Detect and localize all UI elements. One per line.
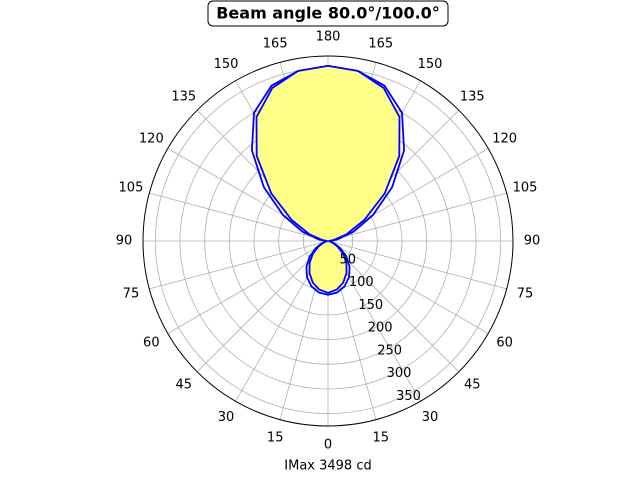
grid-spoke [327,192,507,242]
grid-spoke [327,240,507,290]
angle-tick-label: 45 [175,378,192,393]
radial-tick-label: 350 [396,389,421,404]
angle-tick-label: 0 [324,438,332,453]
grid-spoke [167,240,329,334]
angle-tick-label: 105 [119,181,144,196]
angle-tick-label: 165 [368,36,393,51]
chart-title: Beam angle 80.0°/100.0° [216,4,440,23]
angle-tick-label: 15 [267,431,284,446]
angle-tick-label: 120 [492,132,517,147]
angle-tick-label: 60 [496,336,513,351]
series-line [255,64,401,294]
angle-tick-label: 165 [263,36,288,51]
radial-tick-label: 150 [358,298,383,313]
grid-spoke [196,240,329,373]
radial-tick-label: 250 [377,343,402,358]
grid-spoke [149,240,329,290]
grid-spoke [149,192,329,242]
grid-spoke [327,240,460,373]
angle-tick-label: 45 [464,378,481,393]
angle-tick-label: 150 [214,57,239,72]
angle-tick-label: 75 [123,286,140,301]
angle-tick-label: 90 [116,234,133,249]
radial-tick-label: 300 [387,366,412,381]
angle-tick-label: 30 [218,410,235,425]
angle-tick-label: 90 [524,234,541,249]
angle-tick-label: 105 [513,181,538,196]
radial-tick-label: 100 [349,275,374,290]
angle-tick-label: 135 [460,89,485,104]
angle-tick-label: 135 [171,89,196,104]
radial-tick-label: 50 [339,252,356,267]
angle-tick-label: 75 [517,286,534,301]
grid-spoke [327,240,489,334]
title-box [207,0,449,27]
polar-frame [142,55,514,427]
angle-tick-label: 150 [418,57,443,72]
angle-tick-label: 180 [316,30,341,45]
radial-tick-label: 200 [368,321,393,336]
angle-tick-label: 60 [143,336,160,351]
x-axis-label: IMax 3498 cd [284,459,371,474]
angle-tick-label: 120 [139,132,164,147]
angle-tick-label: 15 [373,431,390,446]
angle-tick-label: 30 [422,410,439,425]
